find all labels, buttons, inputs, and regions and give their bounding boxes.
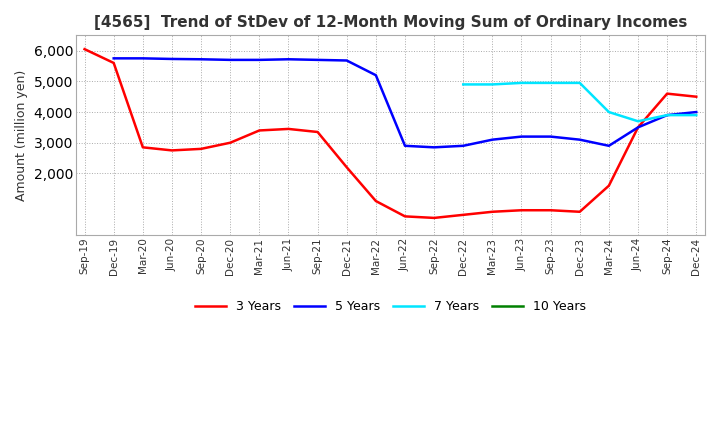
5 Years [692, 110, 701, 115]
7 Years [517, 80, 526, 85]
3 Years [138, 145, 147, 150]
3 Years [517, 208, 526, 213]
3 Years [634, 125, 642, 130]
3 Years [197, 146, 205, 151]
3 Years [692, 94, 701, 99]
3 Years [459, 212, 467, 217]
Y-axis label: Amount (million yen): Amount (million yen) [15, 70, 28, 201]
3 Years [80, 47, 89, 52]
5 Years [517, 134, 526, 139]
5 Years [226, 57, 235, 62]
5 Years [488, 137, 497, 142]
7 Years [634, 119, 642, 124]
Legend: 3 Years, 5 Years, 7 Years, 10 Years: 3 Years, 5 Years, 7 Years, 10 Years [190, 295, 591, 318]
3 Years [488, 209, 497, 214]
5 Years [663, 113, 672, 118]
5 Years [313, 57, 322, 62]
7 Years [692, 113, 701, 118]
5 Years [197, 57, 205, 62]
7 Years [459, 82, 467, 87]
3 Years [546, 208, 555, 213]
3 Years [284, 126, 293, 132]
5 Years [575, 137, 584, 142]
Line: 5 Years: 5 Years [114, 59, 696, 147]
3 Years [343, 165, 351, 170]
5 Years [605, 143, 613, 148]
5 Years [546, 134, 555, 139]
7 Years [663, 113, 672, 118]
3 Years [430, 215, 438, 220]
3 Years [400, 214, 409, 219]
3 Years [109, 60, 118, 66]
5 Years [284, 57, 293, 62]
3 Years [605, 183, 613, 188]
5 Years [372, 73, 380, 78]
Line: 7 Years: 7 Years [463, 83, 696, 121]
3 Years [168, 148, 176, 153]
3 Years [313, 129, 322, 135]
7 Years [546, 80, 555, 85]
Title: [4565]  Trend of StDev of 12-Month Moving Sum of Ordinary Incomes: [4565] Trend of StDev of 12-Month Moving… [94, 15, 687, 30]
5 Years [168, 56, 176, 62]
5 Years [430, 145, 438, 150]
5 Years [459, 143, 467, 148]
3 Years [226, 140, 235, 145]
7 Years [575, 80, 584, 85]
3 Years [663, 91, 672, 96]
5 Years [109, 56, 118, 61]
5 Years [343, 58, 351, 63]
3 Years [255, 128, 264, 133]
3 Years [575, 209, 584, 214]
5 Years [634, 125, 642, 130]
7 Years [605, 110, 613, 115]
3 Years [372, 198, 380, 204]
5 Years [138, 56, 147, 61]
5 Years [255, 57, 264, 62]
5 Years [400, 143, 409, 148]
Line: 3 Years: 3 Years [84, 49, 696, 218]
7 Years [488, 82, 497, 87]
